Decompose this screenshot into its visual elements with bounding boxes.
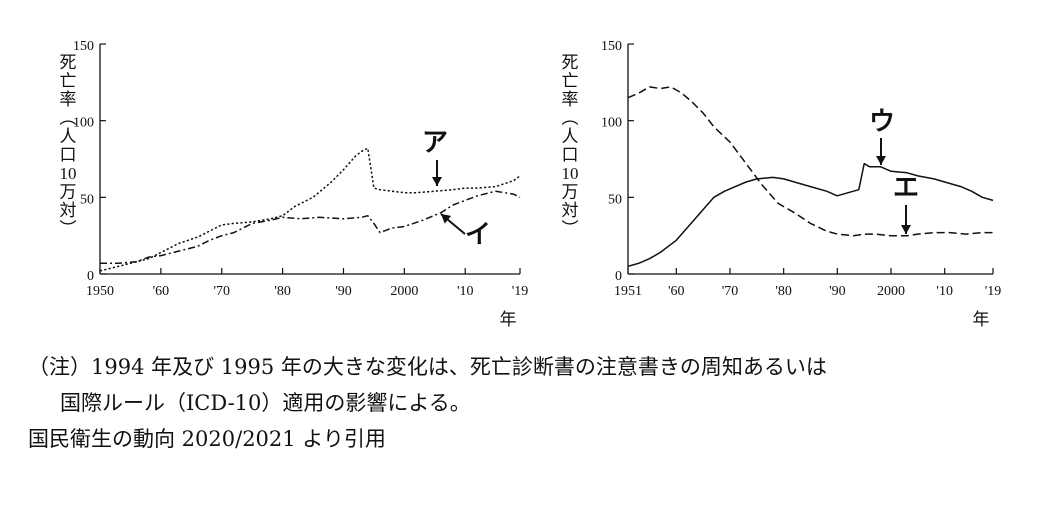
y-tick-label: 0 xyxy=(615,269,622,284)
x-tick-label: '19 xyxy=(985,284,1002,299)
x-tick-label: '19 xyxy=(512,284,529,299)
note-line-1: （注）1994 年及び 1995 年の大きな変化は、死亡診断書の注意書きの周知あ… xyxy=(28,355,827,379)
annotation-label: ウ xyxy=(869,107,895,137)
y-axis-label-char: ︵ xyxy=(60,109,77,128)
y-axis-label-char: 率 xyxy=(562,90,579,109)
y-axis-label-char: ︶ xyxy=(60,220,77,239)
y-axis-label-char: 口 xyxy=(60,146,77,165)
y-axis-label-char: 死 xyxy=(562,53,579,72)
y-axis-label-char: 対 xyxy=(562,201,579,220)
y-tick-label: 50 xyxy=(80,192,94,207)
y-tick-label: 100 xyxy=(73,116,94,131)
x-tick-label: '90 xyxy=(829,284,846,299)
y-axis-label-char: 亡 xyxy=(60,72,77,91)
y-axis-label-char: 率 xyxy=(60,90,77,109)
y-axis-label-char: ︶ xyxy=(562,220,579,239)
annotation-arrowhead xyxy=(441,214,452,224)
x-axis-unit: 年 xyxy=(500,310,517,329)
annotation-arrowhead xyxy=(876,156,886,165)
y-tick-label: 100 xyxy=(601,116,622,131)
chart-right: 0 50 100 150 1951 '60 '70 '80 '90 2000 '10 '19 死亡率︵人… xyxy=(562,39,1002,329)
y-axis-label-char: 亡 xyxy=(562,72,579,91)
annotation-arrowhead xyxy=(432,177,442,186)
x-tick-label: 2000 xyxy=(877,284,905,299)
x-tick-label: '70 xyxy=(213,284,230,299)
y-axis-label-char: 人 xyxy=(562,127,579,146)
annotation-arrowhead xyxy=(901,225,911,234)
y-axis-label-char: ︵ xyxy=(562,109,579,128)
x-tick-label: '10 xyxy=(936,284,953,299)
x-tick-label: 1951 xyxy=(614,284,642,299)
annotation-label: イ xyxy=(465,220,491,250)
x-tick-label: '90 xyxy=(335,284,352,299)
y-axis-label-char: 死 xyxy=(60,53,77,72)
x-tick-label: 1950 xyxy=(86,284,114,299)
x-tick-label: '80 xyxy=(775,284,792,299)
y-tick-label: 150 xyxy=(601,39,622,54)
chart-left: 0 50 100 150 1950 '60 '70 '80 '90 2000 '10 '19 死亡率︵人… xyxy=(60,39,529,329)
y-axis-label-char: 万 xyxy=(60,183,77,202)
x-tick-label: '70 xyxy=(722,284,739,299)
annotation-label: エ xyxy=(893,173,919,203)
y-axis-label-char: 万 xyxy=(562,183,579,202)
y-axis-label-char: 10 xyxy=(562,164,579,183)
y-axis-label-char: 口 xyxy=(562,146,579,165)
x-tick-label: 2000 xyxy=(390,284,418,299)
x-tick-label: '80 xyxy=(274,284,291,299)
series-line-solid xyxy=(627,162,994,268)
y-tick-label: 0 xyxy=(87,269,94,284)
source-citation: 国民衛生の動向 2020/2021 より引用 xyxy=(28,427,386,451)
x-tick-label: '10 xyxy=(457,284,474,299)
y-axis-label-char: 対 xyxy=(60,201,77,220)
y-axis-label-char: 10 xyxy=(60,164,77,183)
series-line-dotted xyxy=(99,147,521,272)
y-axis-label-char: 人 xyxy=(60,127,77,146)
note-line-2: 国際ルール（ICD-10）適用の影響による。 xyxy=(60,391,471,415)
annotation-label: ア xyxy=(422,128,448,158)
y-tick-label: 50 xyxy=(608,192,622,207)
series-line-dashed xyxy=(627,86,993,237)
x-axis-unit: 年 xyxy=(973,310,990,329)
series-line-dash-dot xyxy=(100,190,521,265)
y-tick-label: 150 xyxy=(73,39,94,54)
x-tick-label: '60 xyxy=(668,284,685,299)
x-tick-label: '60 xyxy=(153,284,170,299)
